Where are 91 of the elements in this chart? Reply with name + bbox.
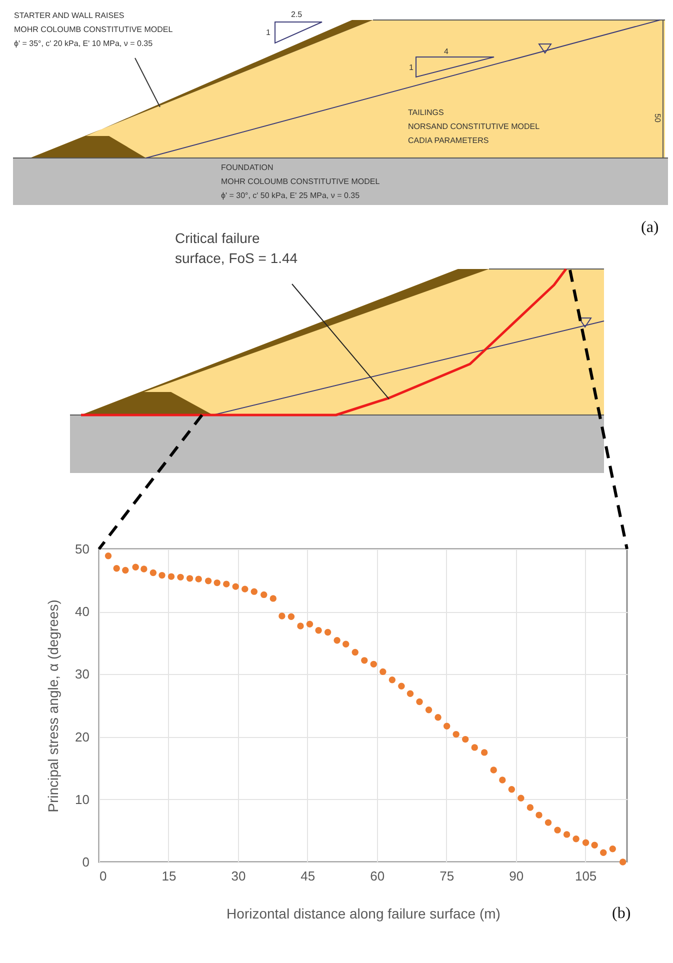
point <box>250 588 258 595</box>
point <box>324 628 332 636</box>
point <box>499 776 506 784</box>
point <box>306 620 314 628</box>
text: 50 <box>653 114 662 123</box>
x-tick-label: 0 <box>100 868 107 884</box>
x-axis-title: Horizontal distance along failure surface (m) <box>226 906 500 922</box>
text: 1 <box>266 28 271 37</box>
text: ϕ' = 30°, c' 50 kPa, E' 25 MPa, ν = 0.35 <box>221 191 360 200</box>
y-tick-label: 30 <box>75 666 90 682</box>
point <box>104 552 112 560</box>
point <box>260 591 268 598</box>
point <box>425 706 432 714</box>
point <box>270 595 276 602</box>
point <box>158 572 166 579</box>
text: MOHR COLOUMB CONSTITUTIVE MODEL <box>221 177 380 186</box>
point <box>398 682 405 690</box>
point <box>223 580 230 588</box>
point <box>443 722 450 730</box>
point <box>518 794 524 802</box>
text: ϕ' = 35°, c' 20 kPa, E' 10 MPa, ν = 0.35 <box>14 39 154 48</box>
point <box>204 578 212 584</box>
y-tick-label: 20 <box>75 729 90 744</box>
text: 1 <box>409 63 414 72</box>
point <box>536 812 542 818</box>
point <box>471 744 478 751</box>
point <box>572 835 580 842</box>
y-axis-title: Principal stress angle, α (degrees) <box>45 600 62 812</box>
point <box>140 566 148 572</box>
point <box>242 586 248 592</box>
point <box>609 846 616 852</box>
point <box>508 786 516 793</box>
point <box>132 564 139 570</box>
point <box>600 849 607 856</box>
x-tick-label: 60 <box>370 868 385 884</box>
text: 4 <box>444 47 449 56</box>
point <box>177 574 184 581</box>
point <box>315 627 322 634</box>
point <box>452 730 460 738</box>
point <box>186 575 194 582</box>
point <box>150 569 157 576</box>
point <box>122 566 129 574</box>
point <box>582 839 590 846</box>
point <box>554 826 561 834</box>
text: CADIA PARAMETERS <box>408 136 489 145</box>
point <box>278 612 286 620</box>
point <box>113 565 120 572</box>
point <box>490 766 497 774</box>
point <box>214 579 220 586</box>
point <box>380 668 386 676</box>
point <box>526 804 534 811</box>
point <box>195 576 202 582</box>
text: FOUNDATION <box>221 163 274 172</box>
y-tick-label: 0 <box>82 854 90 870</box>
text: NORSAND CONSTITUTIVE MODEL <box>408 122 540 131</box>
point <box>168 573 175 580</box>
point <box>591 842 598 848</box>
point <box>619 858 626 866</box>
point <box>361 657 368 664</box>
point <box>563 831 570 838</box>
point <box>480 749 488 756</box>
x-tick-label: 75 <box>440 868 454 884</box>
x-tick-label: 15 <box>162 868 176 884</box>
point <box>388 676 396 684</box>
text: surface, FoS = 1.44 <box>175 250 298 266</box>
y-tick-label: 40 <box>75 604 90 620</box>
point <box>352 648 358 656</box>
text: (a) <box>641 219 659 236</box>
point <box>434 714 442 721</box>
text: Critical failure <box>175 230 260 246</box>
text: MOHR COLOUMB CONSTITUTIVE MODEL <box>14 25 174 34</box>
text: STARTER AND WALL RAISES <box>14 11 124 20</box>
point <box>370 660 378 668</box>
text: 2.5 <box>291 10 303 19</box>
point <box>462 736 469 743</box>
y-tick-label: 10 <box>75 792 90 807</box>
x-tick-label: 30 <box>231 868 246 884</box>
point <box>342 640 350 648</box>
text: TAILINGS <box>408 108 444 117</box>
y-tick-label: 50 <box>75 542 90 556</box>
point <box>288 613 295 620</box>
point <box>544 819 552 826</box>
point <box>232 583 239 590</box>
point <box>416 698 423 706</box>
text: (b) <box>612 905 631 922</box>
x-tick-label: 45 <box>300 868 316 884</box>
x-tick-label: 90 <box>509 868 524 884</box>
x-tick-label: 105 <box>574 868 597 884</box>
point <box>334 637 340 644</box>
point <box>297 622 304 630</box>
point <box>406 690 414 697</box>
